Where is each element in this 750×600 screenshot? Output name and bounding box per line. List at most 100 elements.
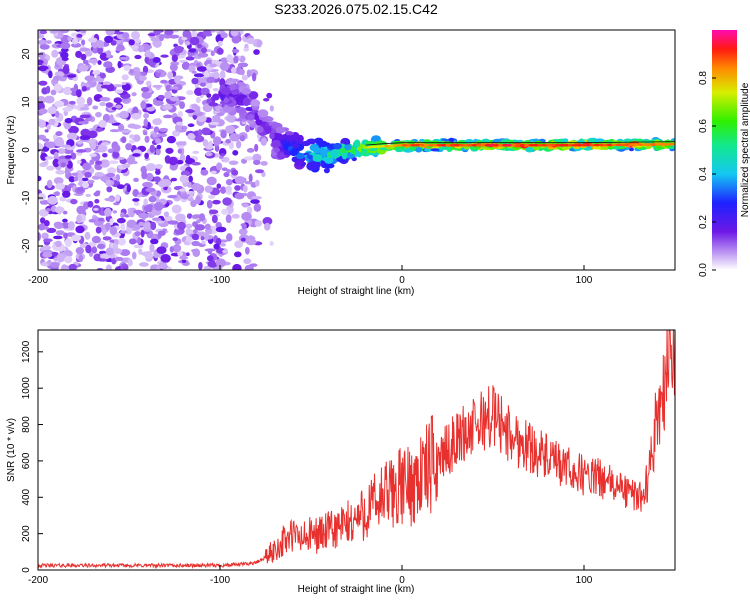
noise-speckle — [122, 163, 131, 169]
noise-speckle — [143, 112, 150, 119]
noise-speckle — [60, 42, 71, 50]
noise-speckle — [114, 31, 125, 35]
noise-speckle — [105, 30, 115, 36]
noise-speckle — [155, 169, 161, 175]
noise-speckle — [252, 153, 262, 162]
noise-speckle — [231, 48, 240, 54]
noise-speckle — [66, 132, 78, 140]
noise-speckle — [114, 89, 124, 94]
noise-speckle — [138, 221, 145, 227]
noise-speckle — [53, 177, 64, 185]
noise-speckle — [102, 228, 107, 236]
signal-blob — [231, 90, 239, 95]
signal-blob — [556, 138, 564, 144]
noise-speckle — [62, 65, 70, 75]
snr-ytick-label: 1200 — [21, 340, 32, 363]
snr-ytick-label: 800 — [21, 416, 32, 433]
noise-speckle — [95, 190, 101, 194]
noise-speckle — [79, 135, 91, 141]
noise-speckle — [43, 220, 50, 227]
signal-blob — [605, 139, 614, 144]
noise-speckle — [195, 96, 201, 104]
snr-xlabel: Height of straight line (km) — [298, 584, 415, 595]
noise-speckle — [167, 194, 178, 199]
snr-ytick-label: 0 — [21, 567, 32, 573]
noise-speckle — [128, 139, 136, 144]
noise-speckle — [59, 76, 67, 82]
noise-speckle — [117, 60, 122, 69]
noise-speckle — [73, 176, 79, 182]
noise-speckle — [100, 142, 110, 146]
noise-speckle — [38, 102, 45, 111]
noise-speckle — [256, 39, 262, 48]
signal-blob — [287, 135, 298, 141]
noise-speckle — [119, 110, 129, 119]
noise-speckle — [97, 243, 106, 249]
noise-speckle — [89, 141, 97, 150]
noise-speckle — [42, 252, 53, 258]
noise-speckle — [96, 83, 103, 92]
signal-blob — [223, 97, 229, 103]
noise-speckle — [130, 45, 139, 50]
noise-speckle — [92, 70, 101, 76]
noise-speckle — [214, 105, 223, 110]
noise-speckle — [125, 143, 133, 151]
noise-speckle — [156, 246, 167, 254]
noise-speckle — [166, 135, 177, 144]
noise-speckle — [87, 37, 98, 43]
signal-blob — [341, 151, 348, 160]
noise-speckle — [170, 177, 178, 182]
noise-speckle — [127, 123, 137, 129]
noise-speckle — [54, 100, 65, 108]
noise-speckle — [120, 212, 125, 219]
noise-speckle — [240, 237, 246, 242]
noise-speckle — [145, 187, 156, 193]
noise-speckle — [60, 264, 71, 270]
noise-speckle — [91, 246, 98, 254]
noise-speckle — [175, 141, 186, 146]
spectrogram-xlabel: Height of straight line (km) — [298, 286, 415, 297]
noise-speckle — [153, 202, 164, 211]
signal-blob — [500, 140, 509, 145]
noise-speckle — [201, 47, 207, 54]
noise-speckle — [60, 162, 66, 168]
noise-speckle — [115, 104, 122, 109]
noise-speckle — [44, 95, 55, 104]
noise-speckle — [149, 243, 155, 253]
signal-blob — [257, 109, 269, 118]
noise-speckle — [254, 179, 260, 187]
noise-speckle — [191, 30, 197, 39]
noise-speckle — [44, 129, 49, 133]
noise-speckle — [112, 210, 118, 214]
signal-blob — [250, 99, 261, 107]
noise-speckle — [255, 169, 264, 174]
noise-speckle — [60, 144, 71, 148]
snr-ytick-label: 600 — [21, 452, 32, 469]
signal-blob — [279, 153, 285, 158]
noise-speckle — [54, 224, 64, 229]
noise-speckle — [215, 258, 227, 268]
noise-speckle — [95, 39, 105, 49]
noise-speckle — [169, 246, 175, 253]
noise-speckle — [70, 152, 77, 160]
noise-speckle — [75, 149, 87, 153]
signal-blob — [269, 132, 275, 140]
noise-speckle — [113, 248, 123, 254]
signal-blob — [229, 84, 236, 90]
noise-speckle — [200, 87, 210, 96]
noise-speckle — [219, 70, 226, 80]
noise-speckle — [108, 160, 119, 165]
noise-speckle — [242, 185, 248, 193]
noise-speckle — [222, 156, 230, 163]
noise-speckle — [253, 159, 261, 166]
noise-speckle — [38, 175, 42, 182]
spectrogram-xtick-label: 0 — [399, 275, 405, 286]
noise-speckle — [62, 218, 68, 223]
noise-speckle — [215, 226, 227, 233]
noise-speckle — [105, 172, 116, 178]
noise-speckle — [154, 138, 162, 144]
noise-speckle — [198, 213, 206, 222]
noise-speckle — [144, 204, 155, 213]
noise-speckle — [102, 113, 111, 123]
